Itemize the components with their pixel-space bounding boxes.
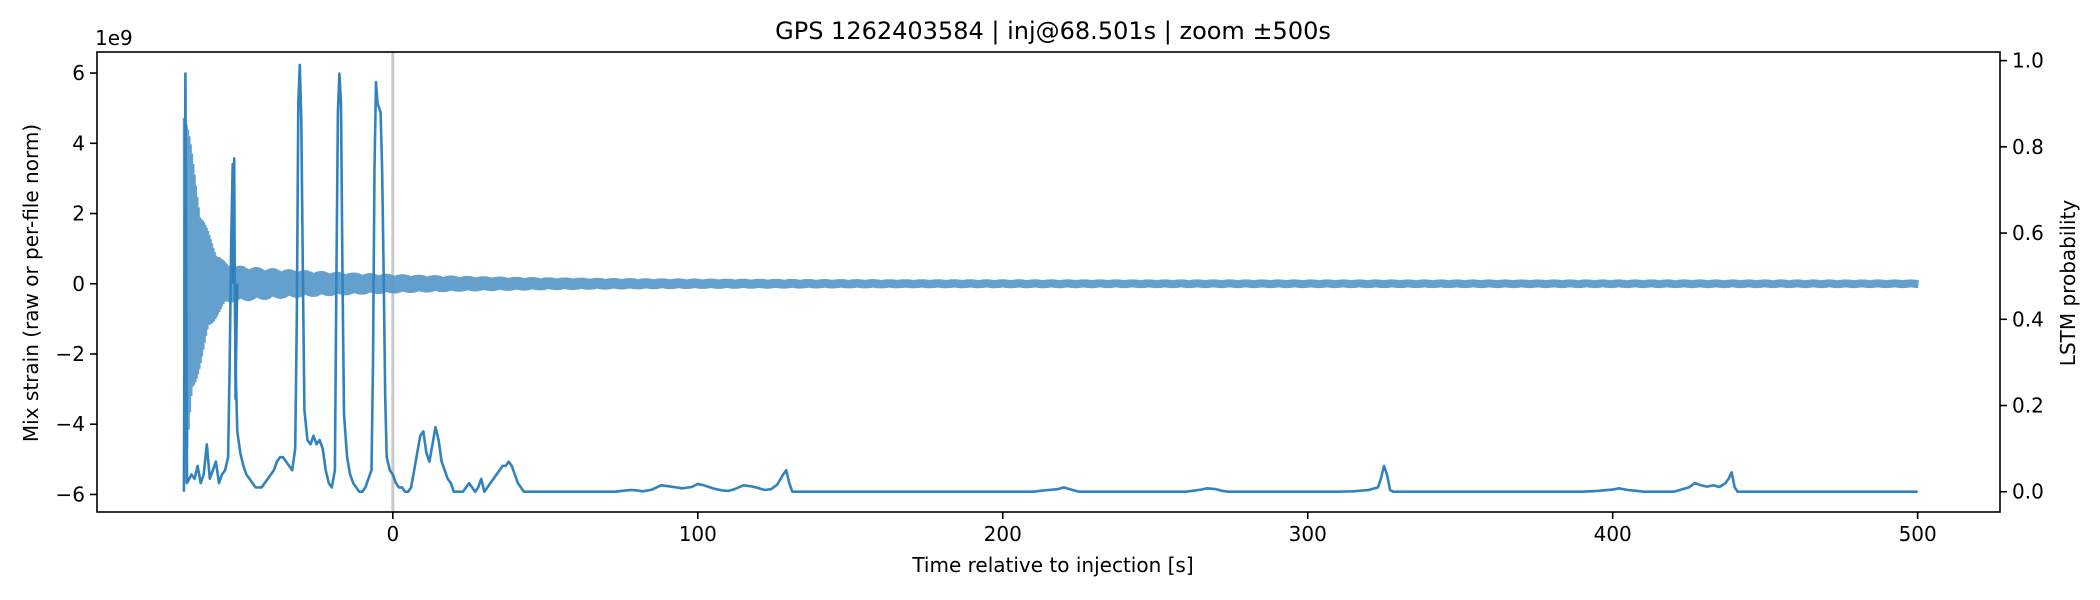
y-left-tick-label: −4 <box>56 412 85 436</box>
y-left-tick-label: 0 <box>72 272 85 296</box>
x-tick-label: 0 <box>386 522 399 546</box>
x-tick-label: 500 <box>1899 522 1937 546</box>
y-left-offset-text: 1e9 <box>95 26 133 50</box>
y-left-tick-label: 4 <box>72 131 85 155</box>
y-left-tick-label: 2 <box>72 202 85 226</box>
x-tick-label: 200 <box>984 522 1022 546</box>
x-tick-label: 100 <box>679 522 717 546</box>
y-left-tick-label: 6 <box>72 61 85 85</box>
y-right-tick-label: 0.0 <box>2012 480 2044 504</box>
y-right-tick-label: 0.8 <box>2012 135 2044 159</box>
y-right-tick-label: 0.6 <box>2012 221 2044 245</box>
y-right-tick-label: 0.2 <box>2012 394 2044 418</box>
y-left-axis-ticks: −6 −4 −2 0 2 4 6 <box>56 61 97 506</box>
x-tick-label: 400 <box>1594 522 1632 546</box>
chart-title: GPS 1262403584 | inj@68.501s | zoom ±500… <box>775 17 1331 45</box>
y-right-axis-label: LSTM probability <box>2056 200 2080 367</box>
probability-series-line <box>182 63 1918 493</box>
plot-frame <box>96 51 2001 513</box>
plot-area <box>96 51 2001 513</box>
x-axis-ticks: 0 100 200 300 400 500 <box>386 512 1937 546</box>
y-right-axis-ticks: 0.0 0.2 0.4 0.6 0.8 1.0 <box>2000 49 2044 504</box>
strain-series-line <box>182 117 1919 483</box>
y-left-tick-label: −6 <box>56 482 85 506</box>
y-right-tick-label: 1.0 <box>2012 49 2044 73</box>
y-right-tick-label: 0.4 <box>2012 307 2044 331</box>
y-left-tick-label: −2 <box>56 342 85 366</box>
y-left-axis-label: Mix strain (raw or per-file norm) <box>19 124 43 442</box>
x-tick-label: 300 <box>1289 522 1327 546</box>
x-axis-label: Time relative to injection [s] <box>911 553 1193 577</box>
